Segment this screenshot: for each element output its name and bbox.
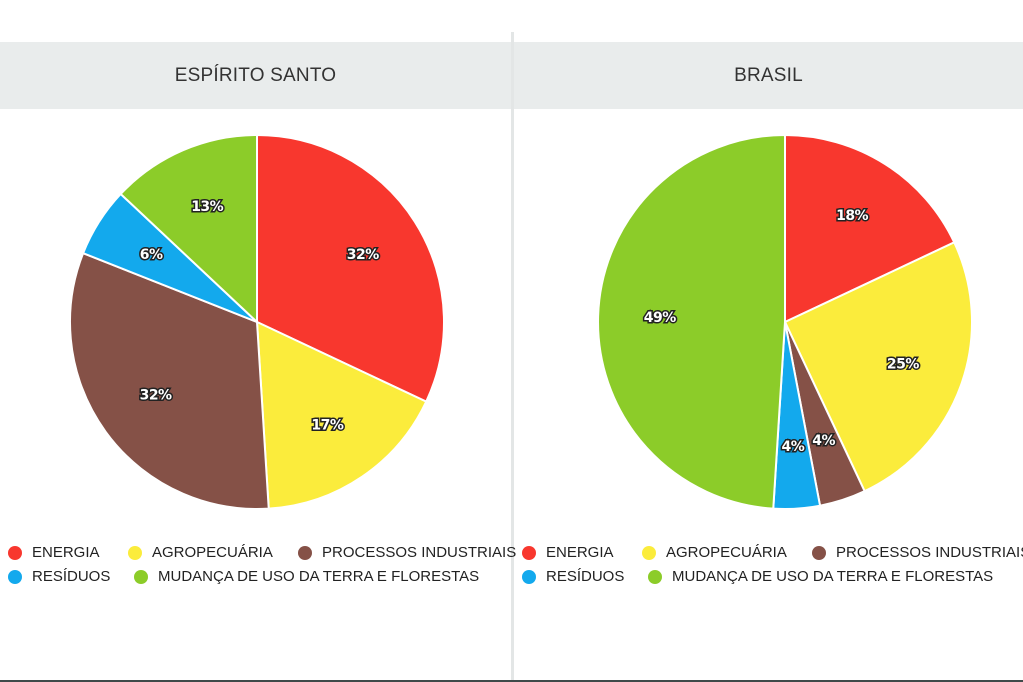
legend-label: ENERGIA bbox=[32, 544, 100, 561]
chart-panel-brasil: BRASIL 18% 25% 4% 4% 49% ENERGIA AGROPECUÁRIA… bbox=[514, 0, 1023, 682]
legend-label: AGROPECUÁRIA bbox=[666, 544, 787, 561]
legend-color-dot bbox=[522, 569, 536, 584]
legend-label: RESÍDUOS bbox=[546, 568, 625, 585]
legend-item-energia[interactable]: ENERGIA bbox=[522, 544, 614, 561]
legend-item-agropecuaria[interactable]: AGROPECUÁRIA bbox=[642, 544, 787, 561]
data-label-residuos: 4% bbox=[782, 439, 805, 455]
data-label-mudanca-de-uso-da-terra-e-florestas: 13% bbox=[191, 199, 223, 215]
legend-label: RESÍDUOS bbox=[32, 568, 111, 585]
legend-item-processos-industriais[interactable]: PROCESSOS INDUSTRIAIS bbox=[812, 544, 1023, 561]
legend-item-residuos[interactable]: RESÍDUOS bbox=[522, 568, 624, 585]
data-label-energia: 32% bbox=[347, 247, 379, 263]
panel-title: BRASIL bbox=[514, 42, 1023, 109]
legend-item-processos-industriais[interactable]: PROCESSOS INDUSTRIAIS bbox=[298, 544, 516, 561]
legend-color-dot bbox=[128, 545, 142, 560]
pie-slice-energia[interactable] bbox=[256, 133, 445, 403]
pie-chart-brasil: 18% 25% 4% 4% 49% bbox=[597, 133, 973, 510]
pie-slice-mudanca-de-uso-da-terra-e-florestas[interactable] bbox=[597, 133, 786, 510]
legend-item-mudanca-de-uso-da-terra-e-florestas[interactable]: MUDANÇA DE USO DA TERRA E FLORESTAS bbox=[134, 568, 479, 585]
bottom-border bbox=[0, 680, 1023, 682]
data-label-mudanca-de-uso-da-terra-e-florestas: 49% bbox=[644, 310, 676, 326]
pie-slice-agropecuaria[interactable] bbox=[255, 320, 428, 510]
legend-color-dot bbox=[8, 545, 22, 560]
data-label-residuos: 6% bbox=[140, 247, 163, 263]
legend-label: MUDANÇA DE USO DA TERRA E FLORESTAS bbox=[158, 568, 480, 585]
legend-color-dot bbox=[648, 569, 662, 584]
legend-label: ENERGIA bbox=[546, 544, 614, 561]
panel-title: ESPÍRITO SANTO bbox=[0, 42, 511, 109]
legend-label: PROCESSOS INDUSTRIAIS bbox=[322, 544, 517, 561]
data-label-energia: 18% bbox=[836, 208, 868, 224]
pie-slice-mudanca-de-uso-da-terra-e-florestas[interactable] bbox=[119, 133, 258, 325]
pie-slice-energia[interactable] bbox=[784, 133, 956, 324]
pie-chart-espirito-santo: 32% 17% 32% 6% 13% bbox=[69, 133, 445, 510]
legend-color-dot bbox=[812, 545, 826, 560]
legend-item-mudanca-de-uso-da-terra-e-florestas[interactable]: MUDANÇA DE USO DA TERRA E FLORESTAS bbox=[648, 568, 993, 585]
legend-item-agropecuaria[interactable]: AGROPECUÁRIA bbox=[128, 544, 273, 561]
data-label-processos-industriais: 32% bbox=[140, 388, 172, 404]
legend: ENERGIA AGROPECUÁRIA PROCESSOS INDUSTRIAIS… bbox=[8, 544, 516, 594]
data-label-processos-industriais: 4% bbox=[812, 433, 835, 449]
legend-color-dot bbox=[8, 569, 22, 584]
legend-label: PROCESSOS INDUSTRIAIS bbox=[836, 544, 1023, 561]
legend: ENERGIA AGROPECUÁRIA PROCESSOS INDUSTRIAIS… bbox=[522, 544, 1023, 594]
legend-color-dot bbox=[522, 545, 536, 560]
legend-label: AGROPECUÁRIA bbox=[152, 544, 273, 561]
legend-item-energia[interactable]: ENERGIA bbox=[8, 544, 100, 561]
data-label-agropecuaria: 17% bbox=[311, 418, 343, 434]
legend-label: MUDANÇA DE USO DA TERRA E FLORESTAS bbox=[672, 568, 994, 585]
legend-color-dot bbox=[134, 569, 148, 584]
chart-panel-espirito-santo: ESPÍRITO SANTO 32% 17% 32% 6% 13% ENERGIA AGR… bbox=[0, 0, 516, 682]
legend-color-dot bbox=[298, 545, 312, 560]
data-label-agropecuaria: 25% bbox=[887, 356, 919, 372]
pie-slice-agropecuaria[interactable] bbox=[783, 241, 973, 493]
legend-item-residuos[interactable]: RESÍDUOS bbox=[8, 568, 110, 585]
panel-divider bbox=[511, 32, 514, 682]
legend-color-dot bbox=[642, 545, 656, 560]
pie-slice-processos-industriais[interactable] bbox=[69, 251, 270, 510]
